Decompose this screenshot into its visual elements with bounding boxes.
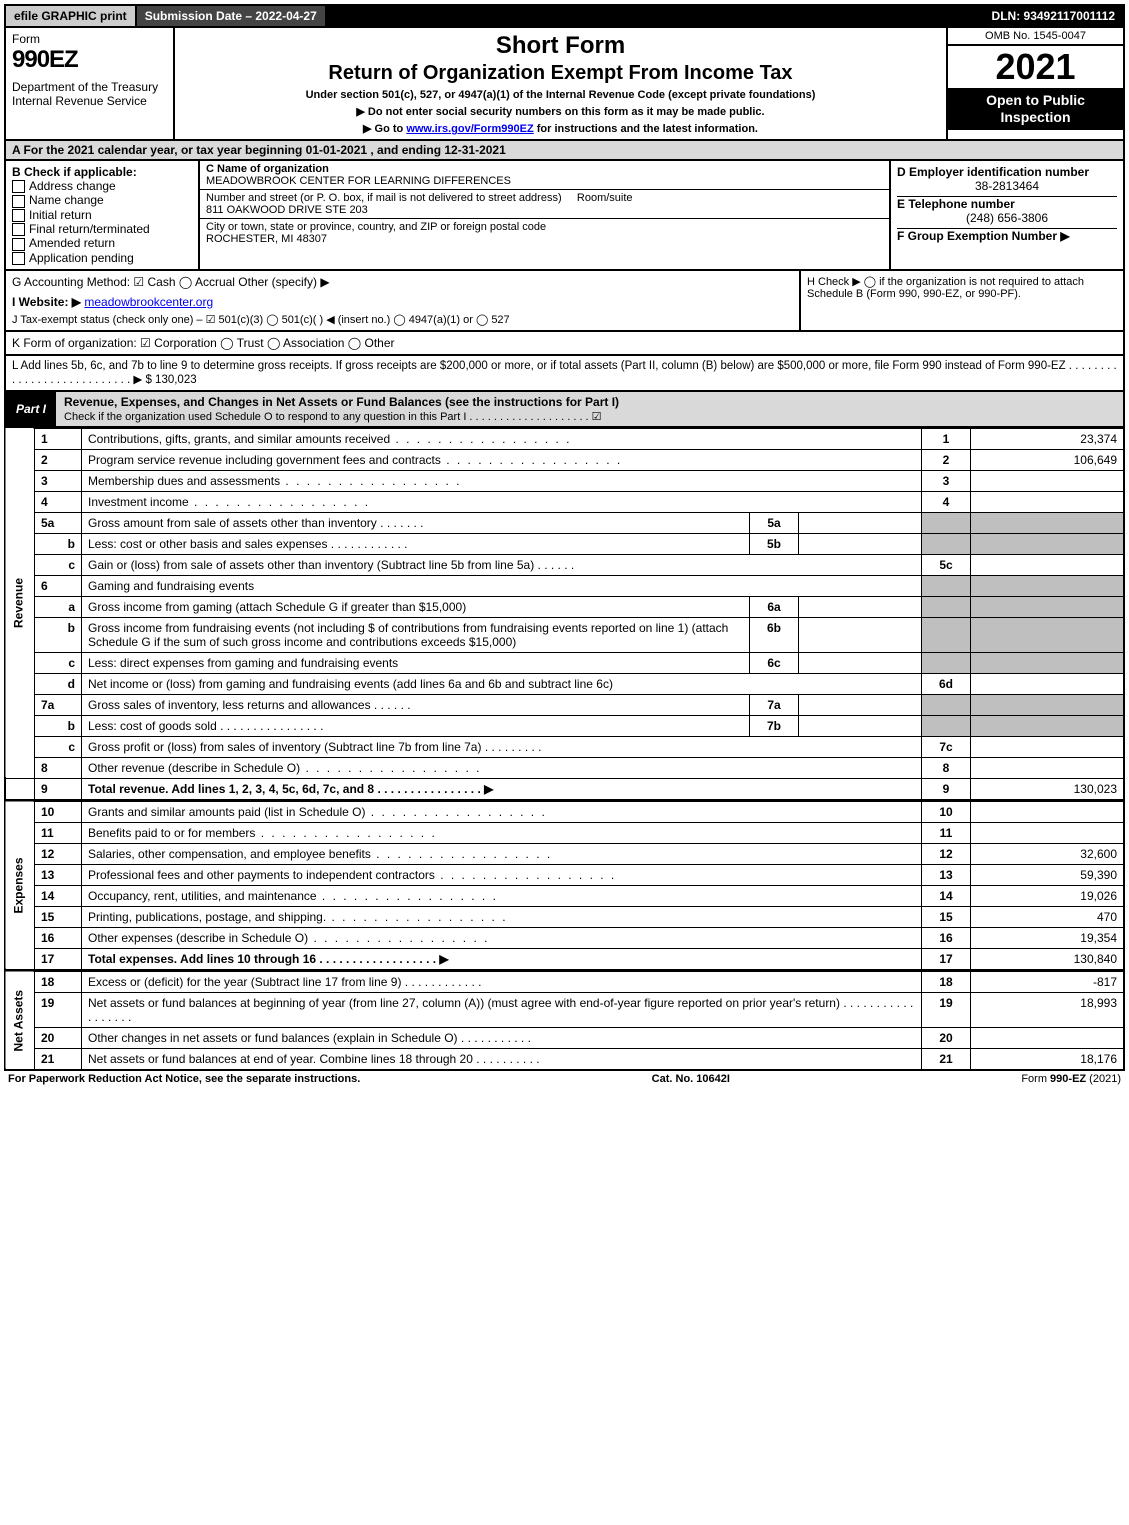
form-ref: Form 990-EZ (2021)	[1021, 1073, 1121, 1085]
line-19-value: 18,993	[971, 992, 1125, 1027]
submission-date: Submission Date – 2022-04-27	[137, 6, 327, 26]
expenses-sidelabel: Expenses	[5, 801, 35, 970]
efile-print-button[interactable]: efile GRAPHIC print	[6, 6, 137, 26]
expenses-table: Expenses 10 Grants and similar amounts p…	[4, 801, 1125, 971]
total-revenue-value: 130,023	[971, 778, 1125, 800]
phone-value: (248) 656-3806	[897, 211, 1117, 229]
check-if-applicable: B Check if applicable: Address change Na…	[6, 161, 200, 269]
line-14-value: 19,026	[971, 885, 1125, 906]
line-12-value: 32,600	[971, 843, 1125, 864]
ein-phone-block: D Employer identification number 38-2813…	[891, 161, 1123, 269]
schedule-b-check: H Check ▶ ◯ if the organization is not r…	[801, 271, 1123, 330]
form-header: Form 990EZ Department of the Treasury In…	[4, 28, 1125, 141]
org-name: MEADOWBROOK CENTER FOR LEARNING DIFFEREN…	[206, 175, 511, 187]
total-expenses-value: 130,840	[971, 948, 1125, 970]
paperwork-notice: For Paperwork Reduction Act Notice, see …	[8, 1073, 360, 1085]
form-label: Form	[12, 32, 167, 46]
form-number: 990EZ	[12, 46, 167, 74]
line-2-value: 106,649	[971, 449, 1125, 470]
tax-exempt-status: J Tax-exempt status (check only one) – ☑…	[12, 313, 793, 326]
final-return-checkbox[interactable]	[12, 223, 25, 236]
org-street: 811 OAKWOOD DRIVE STE 203	[206, 204, 368, 216]
g-h-row: G Accounting Method: ☑ Cash ◯ Accrual Ot…	[4, 271, 1125, 332]
line-13-value: 59,390	[971, 864, 1125, 885]
net-assets-table: Net Assets 18 Excess or (deficit) for th…	[4, 971, 1125, 1071]
goto-link-row: ▶ Go to www.irs.gov/Form990EZ for instru…	[181, 122, 940, 135]
return-title: Return of Organization Exempt From Incom…	[181, 62, 940, 85]
line-18-value: -817	[971, 971, 1125, 992]
initial-return-checkbox[interactable]	[12, 209, 25, 222]
revenue-sidelabel: Revenue	[5, 428, 35, 778]
revenue-table: Revenue 1 Contributions, gifts, grants, …	[4, 428, 1125, 801]
accounting-method: G Accounting Method: ☑ Cash ◯ Accrual Ot…	[12, 275, 793, 289]
netassets-sidelabel: Net Assets	[5, 971, 35, 1070]
page-footer: For Paperwork Reduction Act Notice, see …	[4, 1071, 1125, 1087]
department-text: Department of the Treasury Internal Reve…	[12, 80, 167, 108]
part-i-header: Part I Revenue, Expenses, and Changes in…	[4, 392, 1125, 428]
org-name-address: C Name of organization MEADOWBROOK CENTE…	[200, 161, 891, 269]
short-form-title: Short Form	[181, 32, 940, 60]
line-15-value: 470	[971, 906, 1125, 927]
line-16-value: 19,354	[971, 927, 1125, 948]
line-21-value: 18,176	[971, 1048, 1125, 1070]
application-pending-checkbox[interactable]	[12, 252, 25, 265]
org-info-block: B Check if applicable: Address change Na…	[4, 161, 1125, 271]
catalog-number: Cat. No. 10642I	[652, 1073, 730, 1085]
gross-receipts-line: L Add lines 5b, 6c, and 7b to line 9 to …	[4, 356, 1125, 392]
irs-link[interactable]: www.irs.gov/Form990EZ	[406, 123, 533, 135]
ssn-warning-text: ▶ Do not enter social security numbers o…	[181, 105, 940, 118]
tax-year: 2021	[948, 46, 1123, 88]
amended-return-checkbox[interactable]	[12, 238, 25, 251]
top-bar: efile GRAPHIC print Submission Date – 20…	[4, 4, 1125, 28]
ein-value: 38-2813464	[897, 179, 1117, 197]
open-public-badge: Open to Public Inspection	[948, 88, 1123, 130]
org-city: ROCHESTER, MI 48307	[206, 233, 327, 245]
dln-number: DLN: 93492117001112	[984, 6, 1123, 26]
website-link[interactable]: meadowbrookcenter.org	[84, 295, 213, 309]
row-a-calendar-year: A For the 2021 calendar year, or tax yea…	[4, 141, 1125, 161]
under-section-text: Under section 501(c), 527, or 4947(a)(1)…	[181, 89, 940, 101]
form-of-organization: K Form of organization: ☑ Corporation ◯ …	[4, 332, 1125, 356]
omb-number: OMB No. 1545-0047	[948, 28, 1123, 46]
address-change-checkbox[interactable]	[12, 180, 25, 193]
name-change-checkbox[interactable]	[12, 195, 25, 208]
line-1-value: 23,374	[971, 428, 1125, 449]
